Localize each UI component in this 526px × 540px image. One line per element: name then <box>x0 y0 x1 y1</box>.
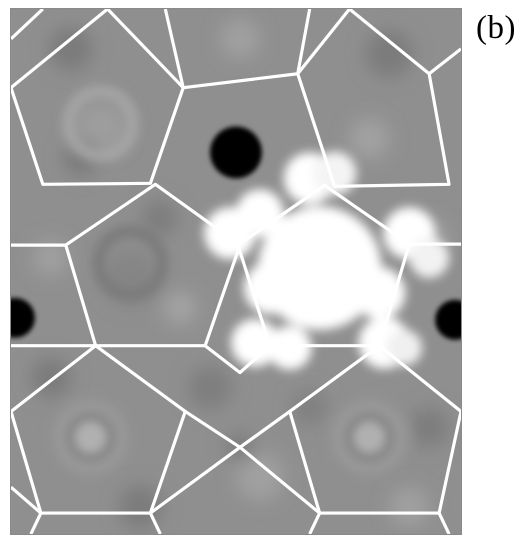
ring-center-right <box>353 421 386 454</box>
tile-edge-8 <box>428 47 461 76</box>
tile-edge-7 <box>11 9 44 41</box>
dark-spots <box>11 126 461 340</box>
tile-edge-5 <box>163 9 185 89</box>
tile-pentagon-4 <box>236 183 411 348</box>
texture-layer <box>30 18 450 530</box>
tile-edge-4 <box>183 72 298 90</box>
tile-pentagon-3 <box>64 182 242 348</box>
tile-pentagon-2 <box>296 9 451 188</box>
tile-edge-11 <box>148 512 162 534</box>
tile-edge-10 <box>29 512 43 534</box>
figure-panel-b <box>10 8 462 535</box>
tile-edge-15 <box>184 410 241 449</box>
pentagon-tiling <box>11 9 461 534</box>
tile-pentagon-5 <box>11 344 187 515</box>
ring-feature-top <box>62 85 139 162</box>
tile-edge-17 <box>204 344 271 375</box>
tile-pentagon-1 <box>11 9 185 186</box>
tile-edge-14 <box>11 485 42 515</box>
tile-edge-16 <box>239 410 291 449</box>
tile-edge-13 <box>437 512 451 534</box>
ring-center-left <box>74 421 107 454</box>
density-map-image <box>11 9 461 534</box>
tile-edge-6 <box>296 9 312 75</box>
ring-feature-mid <box>92 225 169 301</box>
tile-edge-12 <box>308 512 322 534</box>
bright-cluster <box>204 151 450 370</box>
tile-pentagon-6 <box>288 344 461 515</box>
panel-label: (b) <box>476 10 516 46</box>
